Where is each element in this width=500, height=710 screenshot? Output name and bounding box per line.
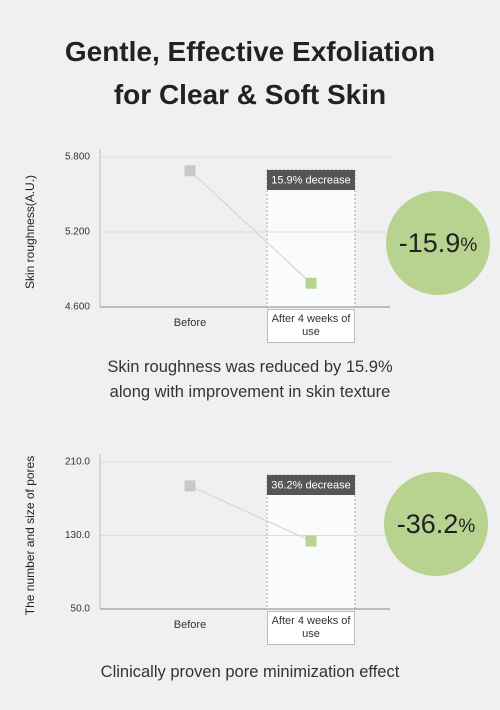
title: Gentle, Effective Exfoliation for Clear … (0, 30, 500, 116)
data-point (184, 480, 196, 492)
caption-line: Clinically proven pore minimization effe… (100, 663, 400, 681)
title-line: Gentle, Effective Exfoliation (64, 36, 436, 67)
badge-number: -36.2 (396, 508, 459, 539)
badge-number: -15.9 (398, 227, 461, 258)
data-line (189, 485, 312, 542)
annotation-bg (267, 475, 355, 495)
caption-line: along with improvement in skin texture (109, 383, 391, 401)
y-tick-label: 130.0 (65, 530, 90, 541)
title-line: for Clear & Soft Skin (113, 79, 387, 110)
y-tick-label: 5.800 (65, 152, 90, 163)
annotation: 36.2% decrease (271, 479, 351, 491)
data-point (184, 165, 196, 177)
data-line (189, 170, 312, 284)
y-axis-label: Skin roughness(A.U.) (23, 175, 37, 289)
badge: -36.2% (384, 472, 488, 576)
y-tick-label: 210.0 (65, 457, 90, 468)
badge-unit: % (458, 516, 476, 537)
y-tick-label: 50.0 (71, 604, 91, 615)
caption: Clinically proven pore minimization effe… (40, 660, 460, 685)
y-axis-label: The number and size of pores (23, 456, 37, 615)
x-tick-label: Before (173, 619, 207, 631)
y-tick-label: 5.200 (65, 227, 90, 238)
caption: Skin roughness was reduced by 15.9% along… (40, 355, 460, 405)
badge: -15.9% (386, 191, 490, 295)
data-point (305, 535, 317, 547)
x-tick-label: After 4 weeks of use (267, 611, 355, 645)
annotation: 15.9% decrease (271, 174, 351, 186)
data-point (305, 277, 317, 289)
y-tick-label: 4.600 (65, 302, 90, 313)
caption-line: Skin roughness was reduced by 15.9% (107, 358, 393, 376)
annotation-bg (267, 170, 355, 190)
x-tick-label: Before (173, 317, 207, 329)
x-tick-label: After 4 weeks of use (267, 309, 355, 343)
badge-unit: % (460, 235, 478, 256)
